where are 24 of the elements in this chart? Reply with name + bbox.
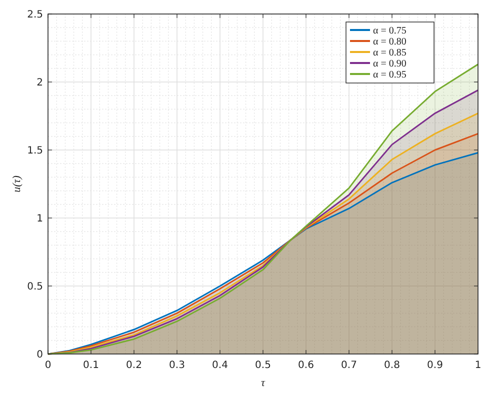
x-tick-label: 0 <box>44 360 52 371</box>
x-tick-label: 0.1 <box>83 360 99 371</box>
y-tick-label: 2.5 <box>27 10 43 20</box>
y-tick-label: 0 <box>36 350 43 360</box>
y-axis-title: u(τ) <box>11 175 23 192</box>
legend-label: α = 0.85 <box>373 48 406 58</box>
legend-label: α = 0.90 <box>373 58 406 70</box>
x-tick-label: 0.8 <box>384 360 400 371</box>
x-tick-label: 0.6 <box>298 360 314 371</box>
x-tick-label: 0.4 <box>212 360 228 371</box>
legend-label: α = 0.95 <box>373 70 406 80</box>
legend-label: α = 0.80 <box>373 36 406 48</box>
x-tick-label: 0.5 <box>255 360 271 371</box>
x-tick-label: 1 <box>474 360 482 371</box>
legend-label: α = 0.75 <box>373 26 406 36</box>
y-tick-label: 1.5 <box>27 146 43 156</box>
y-tick-label: 0.5 <box>27 282 43 292</box>
x-tick-label: 0.2 <box>126 360 142 371</box>
x-tick-label: 0.9 <box>427 360 443 371</box>
x-tick-label: 0.7 <box>341 360 357 371</box>
y-tick-label: 2 <box>36 78 43 88</box>
x-axis-title: τ <box>261 377 266 389</box>
x-tick-label: 0.3 <box>169 360 185 371</box>
y-tick-label: 1 <box>36 214 43 224</box>
